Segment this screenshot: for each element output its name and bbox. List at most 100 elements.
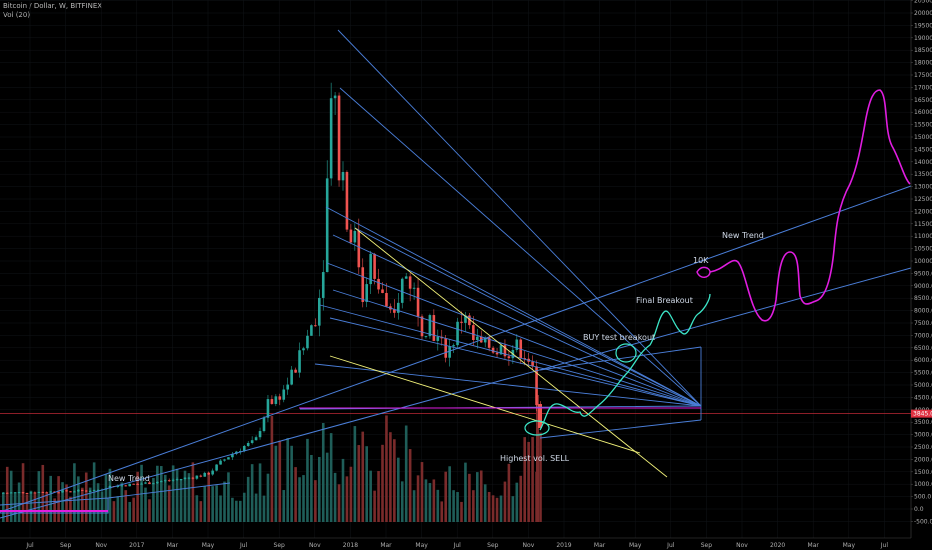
x-tick-label: Mar (594, 542, 606, 549)
y-tick-label: 12500.0 (914, 196, 932, 203)
y-tick-label: 1000.0 (914, 481, 932, 488)
volume-bar (452, 490, 455, 522)
y-tick-label: 14000.0 (914, 159, 932, 166)
x-tick-label: Jul (666, 542, 675, 549)
volume-bar (483, 484, 487, 522)
volume-bar (428, 483, 432, 522)
candle-body (258, 431, 262, 438)
y-tick-label: 17500.0 (914, 72, 932, 79)
chart-symbol-title: Bitcoin / Dollar, W, BITFINEX (3, 2, 103, 10)
volume-bar (314, 480, 317, 522)
y-tick-label: 7000.0 (914, 332, 932, 339)
volume-bar (120, 482, 124, 522)
y-tick-label: 18000.0 (914, 60, 932, 67)
magenta-circle-10k (696, 266, 711, 278)
candle-body (203, 472, 207, 477)
x-tick-label: May (415, 542, 428, 549)
candle-body (29, 492, 33, 494)
candle-body (377, 278, 380, 290)
teal-projection-path (539, 293, 711, 431)
uptrend-line-upper (0, 185, 912, 513)
y-tick-label: 500.0 (914, 494, 931, 501)
x-tick-label: 2017 (129, 542, 144, 549)
x-tick-label: Sep (60, 542, 72, 549)
x-tick-label: Nov (309, 542, 321, 549)
volume-bar (337, 484, 341, 522)
y-tick-label: 14500.0 (914, 146, 932, 153)
y-tick-label: 15500.0 (914, 122, 932, 129)
volume-bar (507, 463, 511, 522)
volume-bar (310, 455, 313, 522)
volume-bar (61, 482, 64, 522)
candle-body (381, 289, 384, 293)
candle-body (472, 325, 475, 341)
candle-body (84, 490, 88, 492)
candle-body (148, 482, 151, 485)
candle-body (61, 490, 64, 493)
y-tick-label: 5000.0 (914, 382, 932, 389)
support-line (539, 419, 702, 439)
candle-body (538, 404, 542, 428)
candle-body (432, 315, 436, 341)
volume-bar (250, 464, 254, 522)
candle-body (337, 95, 341, 181)
volume-bar (140, 464, 143, 522)
volume-bar (136, 471, 139, 522)
candle-body (483, 337, 487, 343)
volume-bar (211, 486, 214, 522)
y-tick-label: 3500.0 (914, 419, 932, 426)
candle-body (96, 489, 100, 491)
candle-body (254, 437, 258, 441)
candle-body (400, 278, 404, 303)
candle-body (290, 369, 293, 385)
candle-body (314, 325, 317, 327)
volume-bar (519, 475, 523, 522)
y-tick-label: 0.0 (914, 506, 924, 513)
y-tick-label: 8500.0 (914, 295, 932, 302)
volume-bar (199, 501, 203, 522)
volume-bar (381, 444, 384, 522)
candle-body (333, 95, 337, 99)
volume-bar (45, 492, 49, 522)
volume-bar (333, 472, 337, 522)
annotation-final-breakout: Final Breakout (636, 296, 693, 305)
candle-body (175, 479, 179, 481)
candle-body (65, 490, 68, 492)
candle-body (92, 490, 96, 492)
y-tick-label: 19000.0 (914, 35, 932, 42)
volume-bar (254, 493, 258, 522)
x-tick-label: 2020 (770, 542, 785, 549)
fan-trend-line (332, 234, 702, 407)
volume-bar (179, 479, 183, 522)
volume-bar (349, 466, 353, 522)
candle-body (242, 445, 246, 452)
candle-body (408, 276, 412, 289)
volume-bar (128, 501, 131, 522)
y-tick-label: 15000.0 (914, 134, 932, 141)
candle-body (298, 350, 301, 373)
y-tick-label: 3000.0 (914, 432, 932, 439)
fan-trend-line (337, 29, 702, 407)
volume-bar (400, 481, 404, 522)
candle-body (167, 480, 171, 482)
volume-bar (357, 445, 361, 522)
fan-trend-line (329, 317, 702, 407)
volume-bar (472, 490, 475, 522)
candle-body (361, 267, 365, 302)
x-tick-label: May (843, 542, 856, 549)
candle-body (41, 491, 45, 493)
candle-body (140, 483, 143, 485)
annotation-highest-vol-sell: Highest vol. SELL (500, 454, 570, 463)
candle-body (460, 321, 463, 323)
volume-bar (5, 466, 9, 522)
volume-bar (365, 446, 368, 522)
candle-body (163, 480, 167, 482)
volume-bars (2, 395, 542, 522)
volume-bar (495, 497, 499, 522)
candle-body (424, 336, 428, 338)
candle-body (468, 315, 471, 326)
volume-bar (397, 457, 400, 522)
candle-body (187, 477, 191, 479)
candle-body (353, 230, 357, 243)
